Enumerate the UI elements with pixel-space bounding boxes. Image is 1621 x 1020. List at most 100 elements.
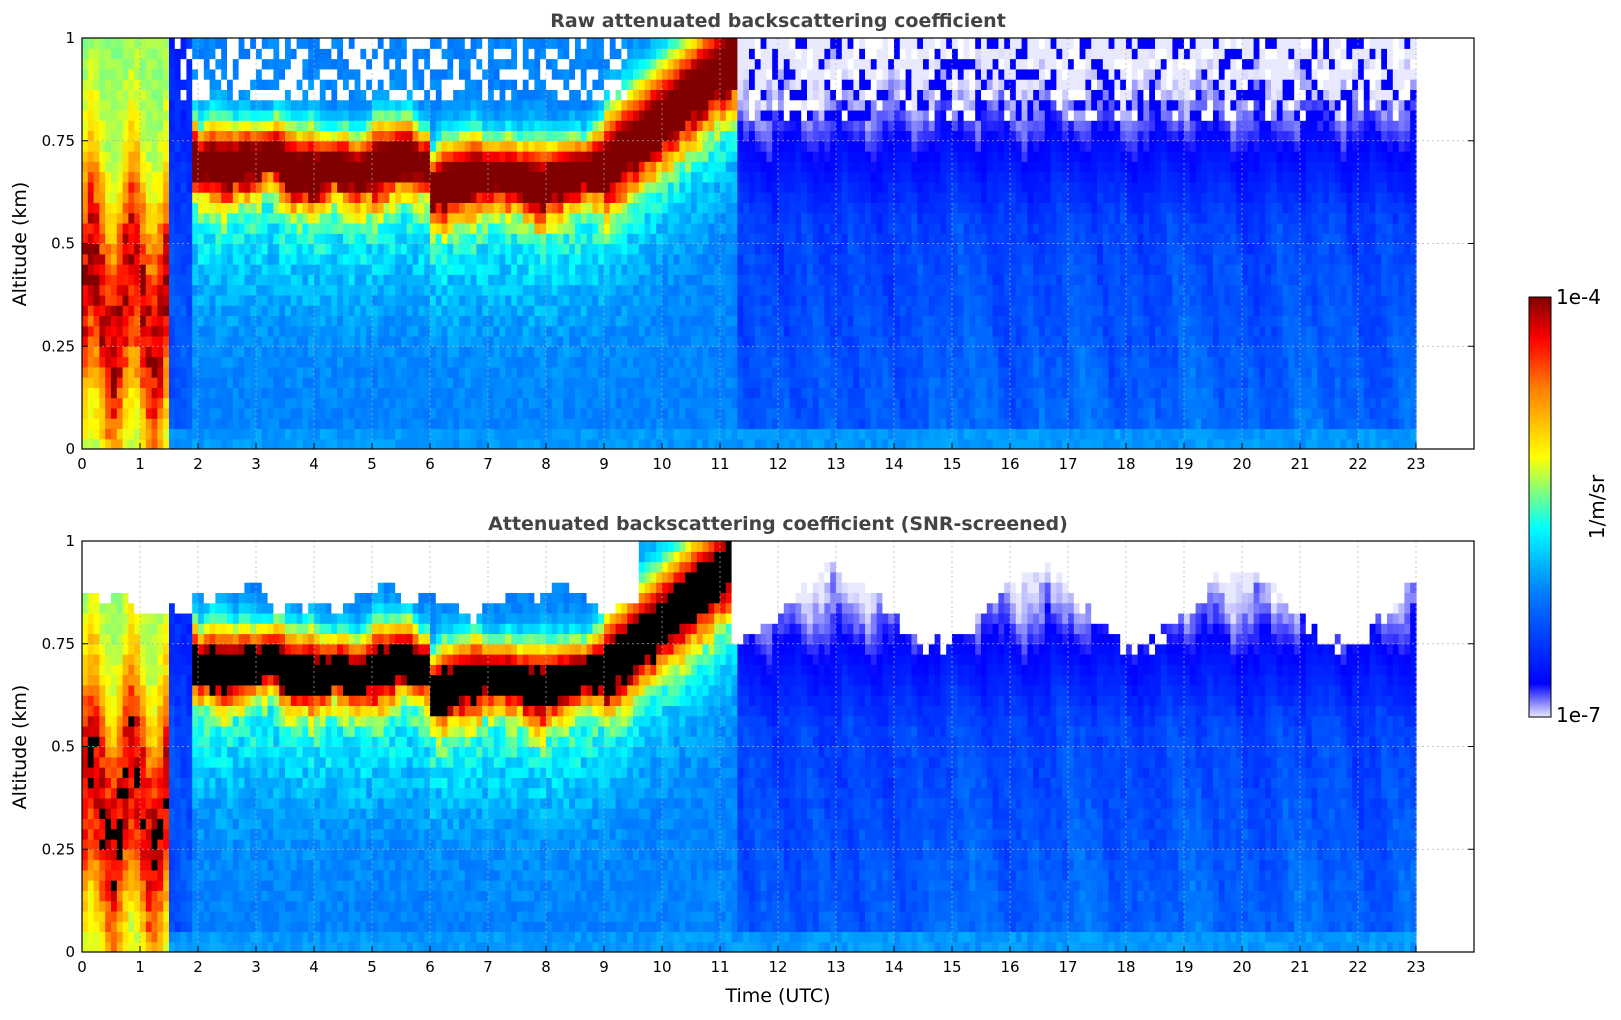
heatmap-cell [232,233,240,245]
heatmap-cell [783,356,791,368]
heatmap-cell [638,253,646,265]
heatmap-cell [337,181,344,193]
heatmap-cell [737,222,744,234]
heatmap-cell [267,89,274,101]
heatmap-cell [557,130,564,142]
heatmap-cell [470,325,477,337]
heatmap-cell [685,274,692,286]
heatmap-cell [447,171,454,183]
heatmap-cell [435,181,443,193]
heatmap-cell [598,192,605,204]
heatmap-cell [795,428,802,440]
heatmap-cell [754,58,762,70]
heatmap-cell [702,335,709,347]
heatmap-cell [383,274,390,286]
heatmap-cell [111,38,118,49]
heatmap-cell [575,377,582,388]
heatmap-cell [749,335,756,347]
heatmap-cell [731,192,738,204]
heatmap-cell [122,161,129,173]
heatmap-cell [314,38,321,49]
heatmap-cell [151,233,158,245]
heatmap-cell [128,89,135,101]
heatmap-cell [772,428,779,440]
heatmap-cell [702,305,709,317]
heatmap-cell [285,356,292,368]
heatmap-cell [696,140,704,152]
heatmap-cell [517,284,524,296]
heatmap-cell [569,243,576,255]
heatmap-cell [122,387,129,399]
heatmap-cell [778,89,785,101]
heatmap-cell [482,151,489,162]
heatmap-cell [290,428,298,440]
heatmap-cell [435,428,443,440]
heatmap-cell [546,89,553,101]
heatmap-cell [209,222,216,234]
heatmap-cell [267,407,274,419]
heatmap-cell [169,140,176,152]
heatmap-cell [691,181,698,193]
heatmap-cell [366,243,373,255]
heatmap-cell [209,151,216,162]
heatmap-cell [749,68,756,80]
heatmap-cell [279,58,286,70]
heatmap-cell [192,222,199,234]
heatmap-cell [551,397,559,409]
heatmap-cell [749,48,756,60]
heatmap-cell [528,130,535,142]
heatmap-cell [383,356,390,368]
heatmap-cell [424,68,431,80]
heatmap-cell [163,171,170,183]
heatmap-cell [209,438,216,449]
heatmap-cell [296,130,303,142]
heatmap-cell [638,109,646,121]
heatmap-cell [215,274,222,286]
heatmap-cell [180,161,187,173]
heatmap-cell [134,161,141,173]
heatmap-cell [778,130,785,142]
heatmap-cell [163,253,170,265]
heatmap-cell [337,79,344,90]
heatmap-cell [772,109,779,121]
heatmap-cell [331,243,338,255]
heatmap-cell [662,58,669,70]
heatmap-cell [795,274,802,286]
heatmap-cell [238,397,245,409]
heatmap-cell [604,407,611,419]
heatmap-cell [499,48,506,60]
heatmap-cell [128,335,135,347]
heatmap-cell [279,151,286,162]
heatmap-cell [134,130,141,142]
heatmap-cell [215,48,222,60]
heatmap-cell [360,233,367,245]
heatmap-cell [261,284,269,296]
heatmap-cell [766,274,773,286]
heatmap-cell [366,130,373,142]
heatmap-cell [580,181,588,193]
heatmap-cell [151,428,158,440]
heatmap-cell [714,109,721,121]
heatmap-cell [395,243,402,255]
heatmap-cell [221,151,228,162]
heatmap-cell [760,294,767,306]
heatmap-cell [308,151,315,162]
heatmap-cell [546,68,553,80]
heatmap-cell [435,335,443,347]
heatmap-cell [360,346,367,358]
heatmap-cell [209,387,216,399]
heatmap-cell [261,428,269,440]
heatmap-cell [638,58,646,70]
heatmap-cell [720,438,727,449]
heatmap-cell [476,171,483,183]
heatmap-cell [511,387,518,399]
heatmap-cell [279,68,286,80]
heatmap-cell [522,325,530,337]
heatmap-cell [459,397,466,409]
heatmap-cell [377,89,385,101]
heatmap-cell [105,346,112,358]
heatmap-cell [691,253,698,265]
heatmap-cell [505,68,512,80]
heatmap-cell [714,397,721,409]
heatmap-cell [592,89,599,101]
